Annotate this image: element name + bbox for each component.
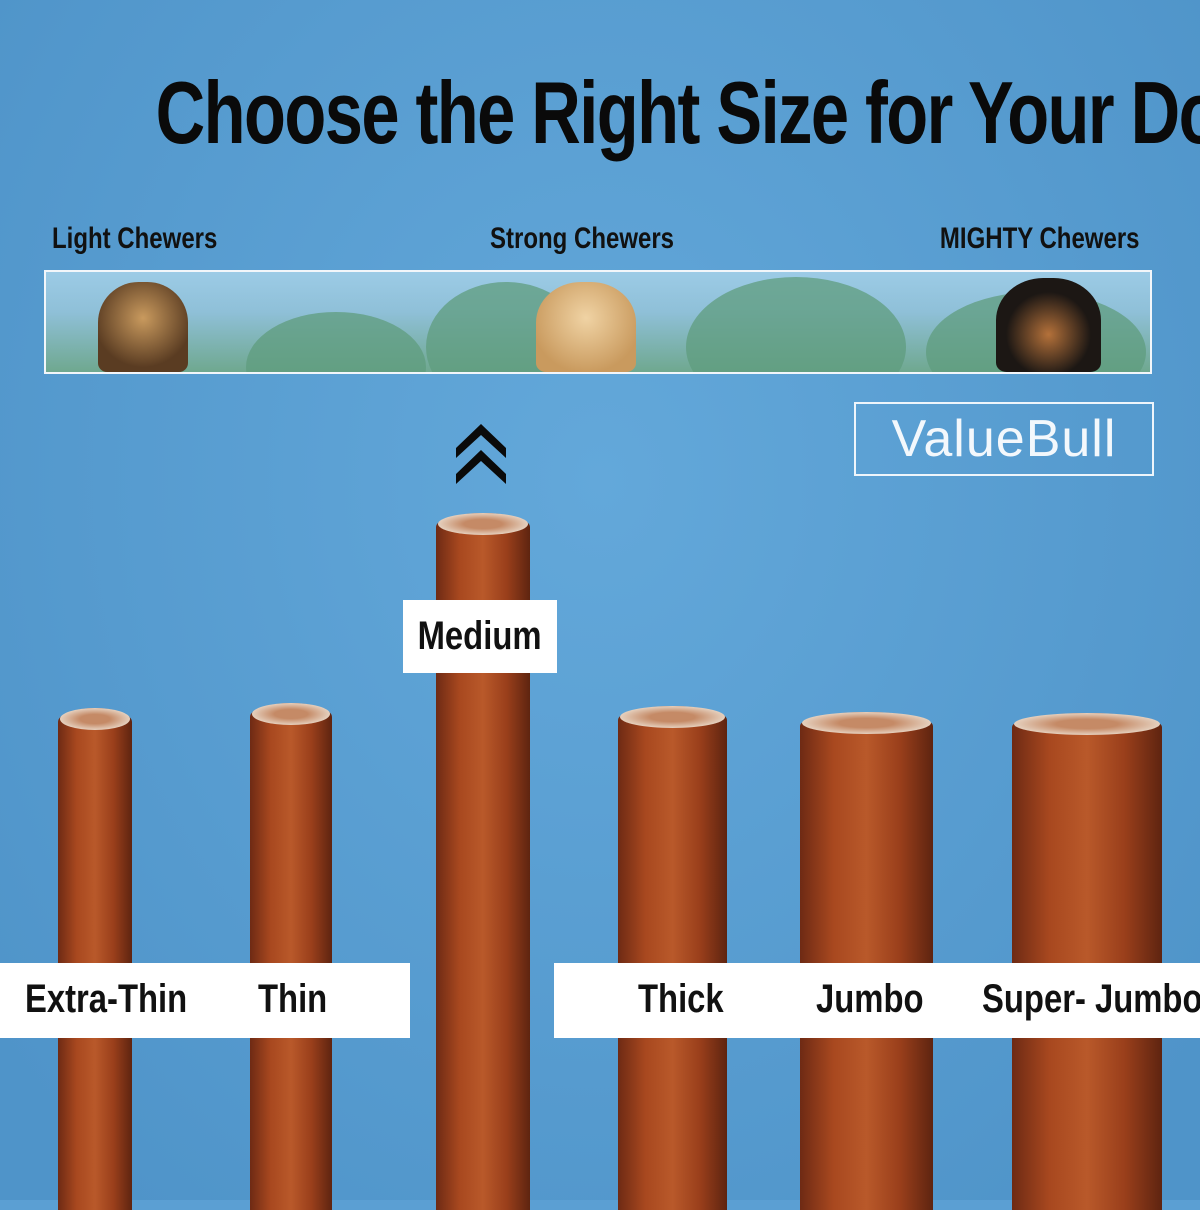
- size-label-super-jumbo: Super- Jumbo: [982, 977, 1200, 1021]
- size-label-medium-box: Medium: [403, 600, 557, 673]
- rottweiler-image: [996, 278, 1101, 372]
- mighty-chewers-label: MIGHTY Chewers: [940, 222, 1140, 255]
- stick-thin: [250, 703, 332, 1210]
- label-band-left: [0, 963, 410, 1038]
- dog-banner: [44, 270, 1152, 374]
- title-text: Choose the Right Size for Your Dog: [155, 63, 1200, 162]
- label-band-right: [554, 963, 1200, 1038]
- strong-chewers-label: Strong Chewers: [490, 222, 675, 255]
- size-label-medium: Medium: [418, 614, 542, 658]
- size-label-extra-thin: Extra-Thin: [25, 977, 188, 1021]
- stick-jumbo: [800, 712, 933, 1210]
- stick-thick: [618, 706, 727, 1210]
- stick-super-jumbo: [1012, 713, 1162, 1210]
- light-chewers-label: Light Chewers: [52, 222, 218, 255]
- size-label-thick: Thick: [638, 977, 724, 1021]
- stick-extra-thin: [58, 708, 132, 1210]
- page-title: Choose the Right Size for Your Dog: [0, 62, 1200, 164]
- yorkie-image: [98, 282, 188, 372]
- size-label-thin: Thin: [258, 977, 328, 1021]
- valuebull-logo: ValueBull: [854, 402, 1154, 476]
- double-chevron-up-icon: [456, 424, 506, 484]
- labrador-image: [536, 282, 636, 372]
- size-label-jumbo: Jumbo: [816, 977, 924, 1021]
